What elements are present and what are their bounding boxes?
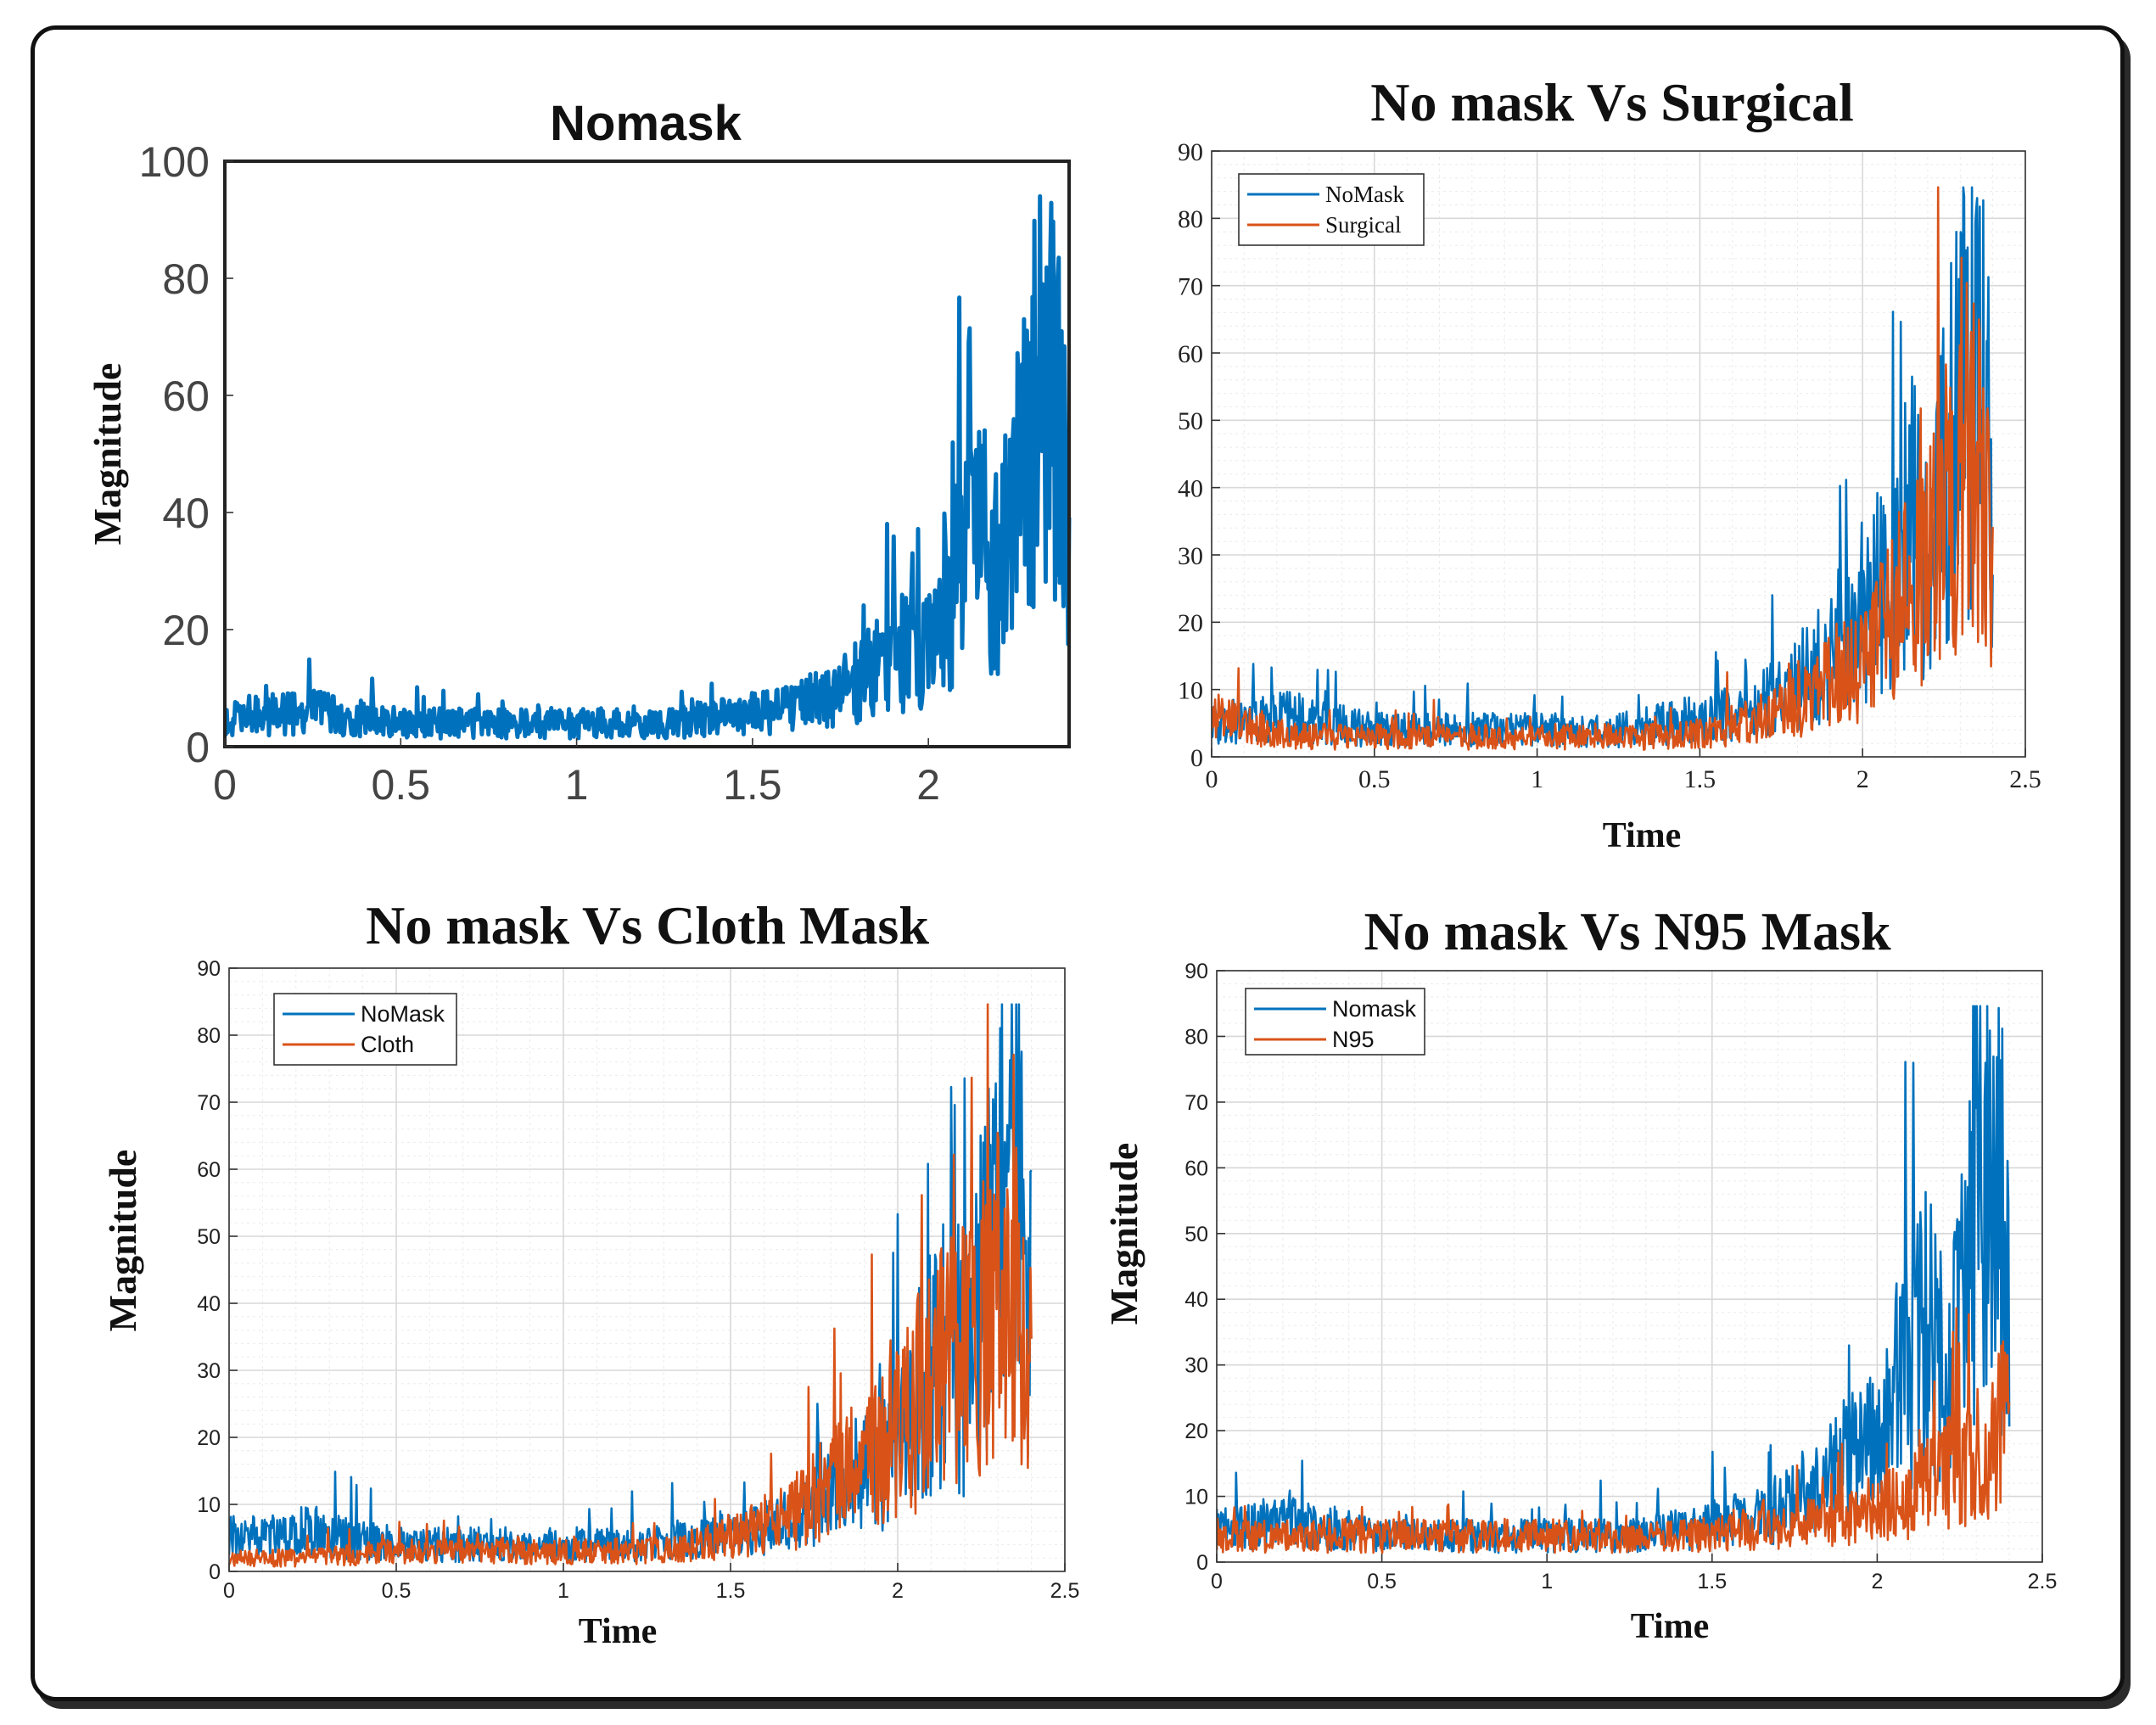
series-line-nomask [229, 1003, 1033, 1564]
x-tick-label: 2.5 [2028, 1570, 2058, 1593]
x-tick-label: 1.5 [723, 761, 782, 809]
x-tick-label: 0.5 [1367, 1570, 1397, 1593]
y-tick-label: 10 [197, 1493, 221, 1517]
y-tick-label: 60 [197, 1158, 221, 1182]
series-line-nomask [225, 193, 1072, 741]
legend-label: N95 [1332, 1027, 1375, 1052]
x-tick-label: 0 [1211, 1570, 1223, 1593]
y-axis-label: Magnitude [101, 1150, 144, 1332]
y-tick-label: 20 [162, 607, 210, 654]
chart-n95: No mask Vs N95 Mask Magnitude Time 0 0.5 1… [1102, 901, 2058, 1646]
x-tick-label: 0 [1206, 765, 1218, 793]
chart-cloth: No mask Vs Cloth Mask Magnitude Time 0 0.… [101, 895, 1080, 1651]
y-tick-label: 50 [1184, 1223, 1208, 1246]
y-tick-label: 90 [1178, 138, 1203, 166]
x-axis-label: Time [1603, 816, 1682, 855]
chart-title: No mask Vs N95 Mask [1364, 901, 1891, 961]
y-tick-label: 90 [197, 957, 221, 981]
chart-title: Nomask [550, 96, 742, 151]
chart-surgical: No mask Vs Surgical Time 0 0.5 1 1.5 2 2.5 0 10… [1178, 72, 2041, 855]
x-tick-label: 1 [1541, 1570, 1553, 1593]
legend: NoMask Surgical [1238, 173, 1425, 246]
y-tick-label: 20 [1184, 1420, 1208, 1443]
y-tick-label: 70 [1184, 1091, 1208, 1115]
y-tick-label: 40 [162, 490, 210, 537]
legend: NoMask Cloth [273, 993, 457, 1066]
y-tick-label: 30 [1178, 542, 1203, 570]
y-tick-label: 0 [186, 724, 210, 771]
x-tick-label: 2 [1871, 1570, 1883, 1593]
x-tick-label: 2 [916, 761, 940, 809]
x-tick-label: 1.5 [716, 1579, 746, 1603]
legend-label: Cloth [361, 1032, 414, 1057]
y-tick-label: 10 [1184, 1486, 1208, 1509]
x-tick-label: 2.5 [2009, 765, 2041, 793]
y-tick-label: 80 [197, 1024, 221, 1048]
x-axis-label: Time [1631, 1607, 1710, 1646]
x-tick-label: 1.5 [1697, 1570, 1727, 1593]
chart-title: No mask Vs Surgical [1370, 72, 1854, 132]
y-tick-label: 100 [139, 138, 210, 186]
y-tick-label: 70 [1178, 272, 1203, 300]
y-tick-label: 40 [1184, 1288, 1208, 1312]
y-axis-label: Magnitude [86, 363, 129, 546]
x-tick-label: 1 [557, 1579, 569, 1603]
y-tick-label: 0 [1190, 744, 1203, 772]
x-tick-label: 1 [565, 761, 589, 809]
y-tick-label: 50 [1178, 407, 1203, 435]
series-line-cloth [229, 1003, 1033, 1568]
y-tick-label: 20 [1178, 609, 1203, 637]
x-tick-label: 0 [223, 1579, 235, 1603]
series-line-surgical [1212, 186, 1994, 752]
y-tick-label: 30 [197, 1359, 221, 1383]
y-tick-label: 10 [1178, 676, 1203, 704]
legend-label: NoMask [361, 1001, 445, 1027]
y-axis-label: Magnitude [1102, 1143, 1145, 1325]
axes-box [228, 967, 1066, 1572]
y-tick-label: 30 [1184, 1354, 1208, 1378]
y-tick-label: 0 [1196, 1551, 1208, 1575]
y-tick-label: 80 [162, 255, 210, 303]
y-tick-label: 0 [209, 1560, 221, 1584]
x-tick-label: 2 [892, 1579, 904, 1603]
y-tick-label: 60 [1184, 1157, 1208, 1180]
legend-label: Nomask [1332, 996, 1417, 1022]
y-tick-label: 60 [162, 372, 210, 420]
y-tick-label: 60 [1178, 340, 1203, 368]
y-tick-label: 70 [197, 1091, 221, 1115]
x-tick-label: 2 [1856, 765, 1869, 793]
legend-label: NoMask [1325, 182, 1404, 207]
x-axis-label: Time [579, 1612, 658, 1651]
y-tick-label: 50 [197, 1225, 221, 1249]
x-tick-label: 0.5 [372, 761, 431, 809]
x-tick-label: 0 [213, 761, 237, 809]
chart-title: No mask Vs Cloth Mask [366, 895, 929, 955]
axes-box [223, 160, 1071, 748]
axes-box [1216, 970, 2043, 1563]
y-tick-label: 80 [1178, 205, 1203, 233]
y-tick-label: 40 [1178, 474, 1203, 502]
x-tick-label: 0.5 [382, 1579, 412, 1603]
y-tick-label: 80 [1184, 1025, 1208, 1049]
series-line-n95 [1217, 1307, 2011, 1554]
axes-box [1211, 150, 2026, 758]
legend: Nomask N95 [1245, 988, 1425, 1056]
y-tick-label: 20 [197, 1426, 221, 1450]
y-tick-label: 40 [197, 1292, 221, 1316]
legend-label: Surgical [1325, 212, 1402, 238]
x-tick-label: 1 [1531, 765, 1543, 793]
y-tick-label: 90 [1184, 960, 1208, 983]
x-tick-label: 0.5 [1358, 765, 1391, 793]
x-tick-label: 1.5 [1684, 765, 1716, 793]
x-tick-label: 2.5 [1050, 1579, 1080, 1603]
